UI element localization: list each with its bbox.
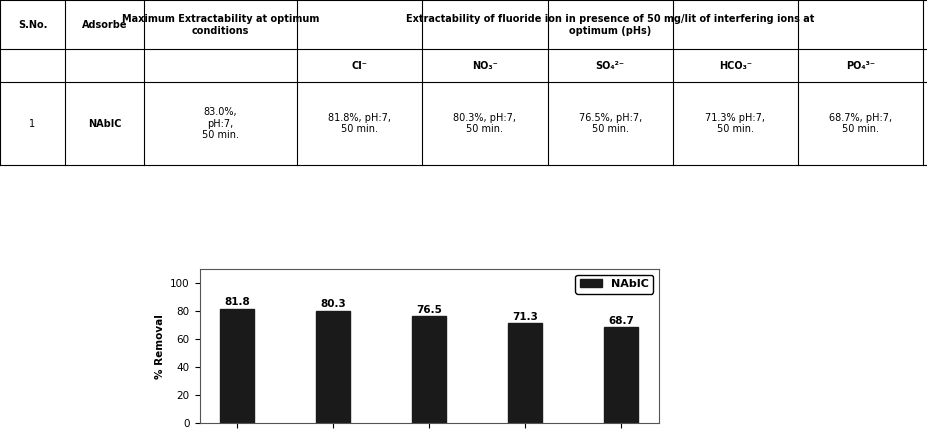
Legend: NAbIC: NAbIC <box>575 275 653 293</box>
Text: SO₄²⁻: SO₄²⁻ <box>595 61 624 71</box>
Bar <box>508 323 541 423</box>
Text: Maximum Extractability at optimum
conditions: Maximum Extractability at optimum condit… <box>121 14 319 36</box>
Text: PO₄³⁻: PO₄³⁻ <box>845 61 874 71</box>
Text: 71.3: 71.3 <box>512 312 538 322</box>
Text: Adsorbe: Adsorbe <box>82 20 127 30</box>
Text: HCO₃⁻: HCO₃⁻ <box>718 61 751 71</box>
Bar <box>412 316 446 423</box>
Text: S.No.: S.No. <box>18 20 47 30</box>
Text: NO₃⁻: NO₃⁻ <box>472 61 497 71</box>
Bar <box>316 311 349 423</box>
Text: 1: 1 <box>30 118 35 129</box>
Bar <box>603 327 637 423</box>
Text: 83.0%,
pH:7,
50 min.: 83.0%, pH:7, 50 min. <box>202 107 238 140</box>
Text: 76.5: 76.5 <box>416 305 441 315</box>
Text: 80.3%, pH:7,
50 min.: 80.3%, pH:7, 50 min. <box>453 113 515 135</box>
Bar <box>221 309 254 423</box>
Text: 76.5%, pH:7,
50 min.: 76.5%, pH:7, 50 min. <box>578 113 641 135</box>
Text: 68.7: 68.7 <box>607 316 633 326</box>
Text: 71.3% pH:7,
50 min.: 71.3% pH:7, 50 min. <box>705 113 765 135</box>
Text: Cl⁻: Cl⁻ <box>351 61 367 71</box>
Text: Extractability of fluoride ion in presence of 50 mg/lit of interfering ions at
o: Extractability of fluoride ion in presen… <box>405 14 814 36</box>
Text: 68.7%, pH:7,
50 min.: 68.7%, pH:7, 50 min. <box>828 113 892 135</box>
Text: 81.8: 81.8 <box>224 297 249 307</box>
Text: NAbIC: NAbIC <box>87 118 121 129</box>
Y-axis label: % Removal: % Removal <box>155 314 164 378</box>
Text: 81.8%, pH:7,
50 min.: 81.8%, pH:7, 50 min. <box>328 113 390 135</box>
Text: 80.3: 80.3 <box>320 299 346 309</box>
